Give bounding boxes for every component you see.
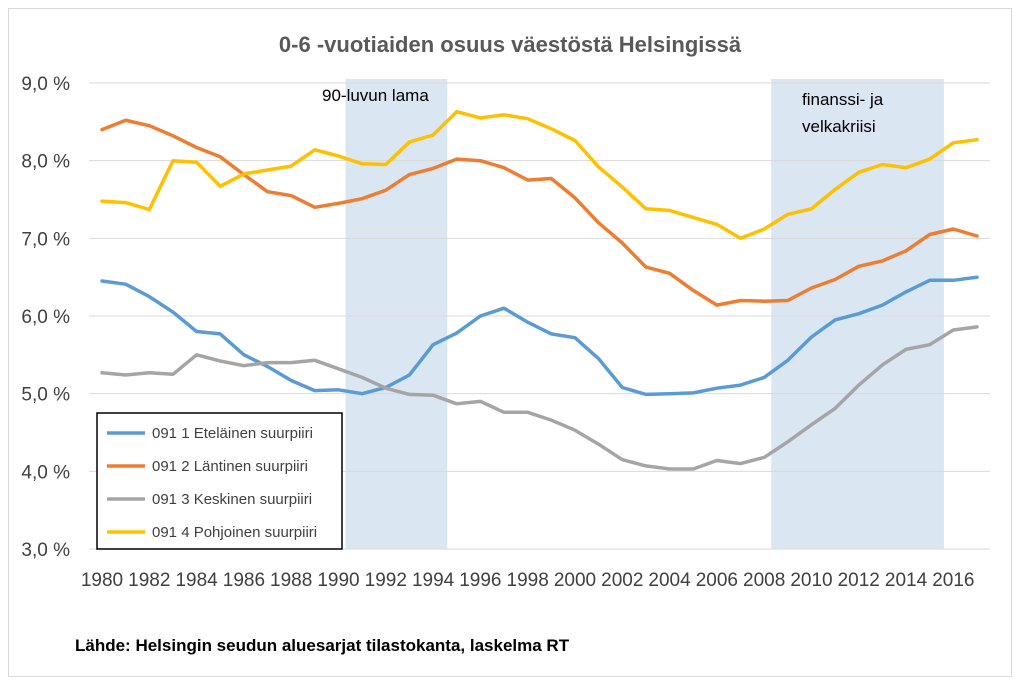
annotation-financial-crisis-line2: velkakriisi <box>802 117 876 136</box>
x-tick-label: 1996 <box>459 570 501 591</box>
x-tick-label: 1984 <box>175 570 218 591</box>
x-tick-label: 2016 <box>932 570 974 591</box>
y-tick-label: 3,0 % <box>21 540 70 561</box>
series-lines <box>100 109 979 471</box>
legend-box <box>96 412 343 550</box>
annotation-financial-crisis-line1: finanssi- ja <box>802 90 884 109</box>
series-line-1 <box>100 275 979 397</box>
y-tick-label: 4,0 % <box>21 462 70 483</box>
legend: 091 1 Eteläinen suurpiiri 091 2 Läntinen … <box>96 412 343 550</box>
y-tick-label: 7,0 % <box>21 229 70 250</box>
x-tick-label: 2010 <box>790 570 832 591</box>
chart-title: 0-6 -vuotiaiden osuus väestöstä Helsingi… <box>279 32 742 57</box>
x-tick-label: 2000 <box>554 570 596 591</box>
x-tick-label: 1982 <box>128 570 170 591</box>
y-tick-label: 8,0 % <box>21 152 70 173</box>
x-tick-label: 1992 <box>365 570 407 591</box>
series-line-2 <box>100 118 979 307</box>
x-tick-label: 2014 <box>885 570 928 591</box>
legend-label-3: 091 3 Keskinen suurpiiri <box>152 491 312 508</box>
series-line-3 <box>100 325 979 471</box>
x-tick-label: 2012 <box>838 570 880 591</box>
legend-label-1: 091 1 Eteläinen suurpiiri <box>152 425 313 442</box>
x-tick-label: 2008 <box>743 570 785 591</box>
x-tick-label: 1994 <box>412 570 455 591</box>
y-tick-label: 6,0 % <box>21 307 70 328</box>
y-axis-ticks: 3,0 % 4,0 % 5,0 % 6,0 % 7,0 % 8,0 % 9,0 % <box>21 74 70 561</box>
x-tick-label: 2004 <box>648 570 691 591</box>
x-tick-label: 1998 <box>507 570 549 591</box>
shaded-period-1 <box>345 79 448 549</box>
x-tick-label: 1990 <box>317 570 359 591</box>
x-tick-label: 2006 <box>696 570 738 591</box>
x-tick-label: 1986 <box>223 570 265 591</box>
x-axis-ticks: 1980 1982 1984 1986 1988 1990 1992 1994 1996 1998… <box>81 570 975 591</box>
x-tick-label: 1988 <box>270 570 312 591</box>
y-tick-label: 9,0 % <box>21 74 70 95</box>
x-tick-label: 1980 <box>81 570 123 591</box>
legend-label-2: 091 2 Läntinen suurpiiri <box>152 458 308 475</box>
series-line-4 <box>100 109 979 241</box>
annotation-90s-recession: 90-luvun lama <box>322 86 429 105</box>
x-tick-label: 2002 <box>601 570 643 591</box>
y-tick-label: 5,0 % <box>21 385 70 406</box>
legend-label-4: 091 4 Pohjoinen suurpiiri <box>152 524 317 541</box>
gridlines <box>89 82 990 550</box>
source-note: Lähde: Helsingin seudun aluesarjat tilas… <box>75 636 570 655</box>
